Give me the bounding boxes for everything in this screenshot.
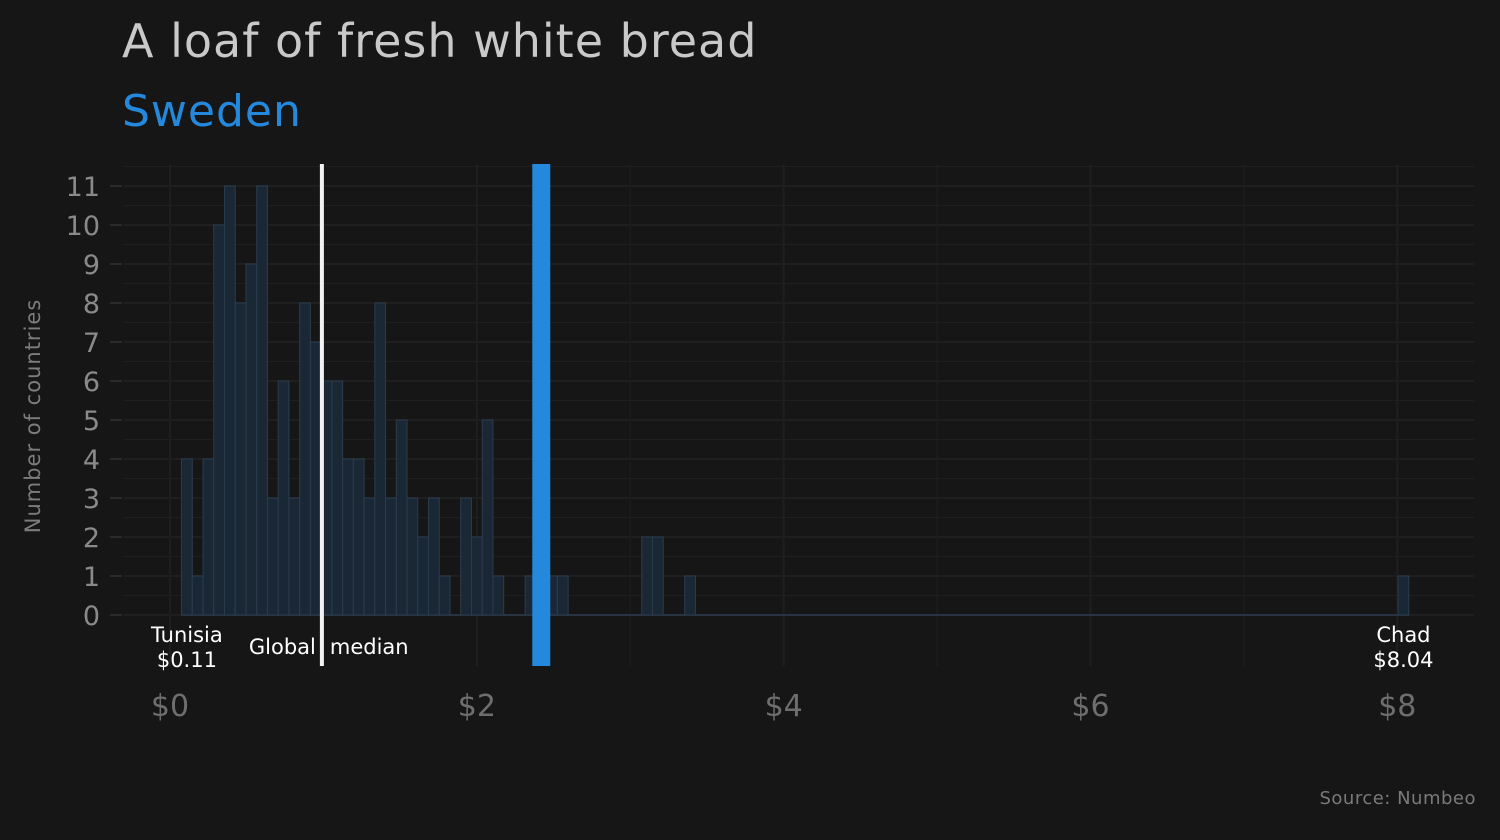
histogram-bar — [277, 380, 290, 616]
histogram-bar — [352, 458, 365, 616]
highlight-layer — [319, 164, 551, 666]
histogram-bar — [363, 497, 376, 616]
y-tick-label: 11 — [66, 172, 100, 203]
annotation-country: Chad — [1376, 623, 1430, 647]
y-tick-label: 7 — [83, 328, 100, 359]
histogram-bar — [374, 302, 387, 616]
histogram-bar — [309, 341, 322, 616]
global-median-line — [319, 164, 324, 666]
histogram-bar — [256, 185, 268, 616]
y-tick-label: 0 — [83, 601, 100, 632]
histogram-bar — [470, 536, 483, 616]
x-tick-label: $8 — [1378, 689, 1416, 724]
chart-title: A loaf of fresh white bread — [122, 14, 758, 68]
histogram-bar — [288, 497, 301, 616]
y-tick-label: 5 — [83, 406, 100, 437]
histogram-bar — [181, 458, 193, 616]
y-tick-label: 4 — [83, 445, 100, 476]
y-axis-ticks: 0 1 2 3 4 5 6 7 8 9 10 11 — [66, 172, 122, 632]
y-tick-label: 8 — [83, 289, 100, 320]
y-axis-label: Number of countries — [21, 299, 45, 534]
histogram-bar — [460, 497, 472, 616]
y-tick-label: 2 — [83, 523, 100, 554]
histogram-bar — [223, 185, 236, 616]
histogram-bar — [684, 575, 696, 616]
histogram-bar — [191, 575, 204, 616]
histogram-bar — [556, 575, 569, 616]
histogram-bar — [492, 575, 505, 616]
annotation-value: $0.11 — [157, 648, 217, 672]
chart-subtitle: Sweden — [122, 86, 302, 137]
histogram-bar — [641, 536, 653, 616]
histogram-bar — [331, 380, 344, 616]
histogram-bar — [245, 263, 258, 616]
annotation-value: $8.04 — [1373, 648, 1433, 672]
histogram-bar — [406, 497, 419, 616]
y-tick-label: 6 — [83, 367, 100, 398]
histogram-bar — [342, 458, 354, 616]
x-axis-ticks: $0 $2 $4 $6 $8 — [151, 689, 1416, 724]
y-tick-label: 3 — [83, 484, 100, 515]
histogram-bar — [299, 302, 311, 616]
histogram-bar — [651, 536, 664, 616]
histogram-bar — [428, 497, 440, 616]
annotations: Tunisia$0.11 Chad$8.04 Global median — [150, 623, 1433, 672]
x-tick-label: $0 — [151, 689, 189, 724]
histogram-bar — [438, 575, 451, 616]
histogram-bar — [1397, 575, 1410, 616]
histogram-bar — [395, 419, 408, 616]
annotation-country: Tunisia — [150, 623, 223, 647]
y-tick-label: 1 — [83, 562, 100, 593]
x-tick-label: $4 — [765, 689, 803, 724]
median-label-left: Global — [249, 635, 316, 659]
y-tick-label: 9 — [83, 250, 100, 281]
histogram-bar — [266, 497, 279, 616]
source-note: Source: Numbeo — [1319, 788, 1476, 809]
histogram-bar — [234, 302, 247, 616]
histogram-bar — [213, 224, 225, 616]
histogram-bars — [181, 185, 1410, 616]
median-label-right: median — [330, 635, 409, 659]
histogram-bar — [417, 536, 430, 616]
x-tick-label: $6 — [1071, 689, 1109, 724]
y-tick-label: 10 — [66, 211, 100, 242]
sweden-highlight-bar — [532, 164, 551, 666]
histogram-bar — [202, 458, 215, 616]
histogram-bar — [385, 497, 397, 616]
x-tick-label: $2 — [458, 689, 496, 724]
histogram-bar — [481, 419, 494, 616]
